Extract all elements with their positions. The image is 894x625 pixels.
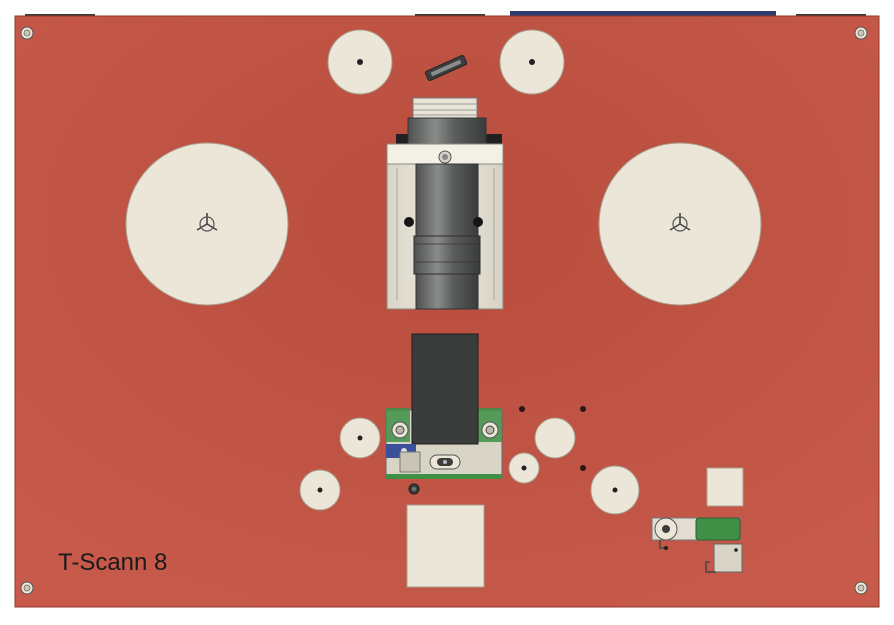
bottom-center-block — [406, 504, 485, 588]
mounting-hole-bottom-right — [854, 581, 868, 595]
film-gate-assembly — [385, 333, 503, 479]
roller-right-upper — [534, 417, 576, 459]
screw-below-gate — [408, 483, 420, 495]
mounting-hole-top-right — [854, 26, 868, 40]
board-label: T-Scann 8 — [58, 549, 168, 576]
mounting-holes — [20, 26, 868, 595]
roller-right-lower — [590, 465, 640, 515]
top-left-roller — [327, 29, 393, 95]
angled-sensor — [424, 55, 468, 81]
board-holes — [519, 406, 586, 471]
lens-assembly — [386, 97, 504, 310]
small-square-block — [706, 467, 744, 507]
right-film-reel — [598, 142, 762, 306]
motor-assembly — [651, 517, 743, 573]
roller-left-upper — [339, 417, 381, 459]
mounting-hole-bottom-left — [20, 581, 34, 595]
mounting-hole-top-left — [20, 26, 34, 40]
roller-left-lower — [299, 469, 341, 511]
left-film-reel — [125, 142, 289, 306]
roller-right-small — [508, 452, 540, 484]
top-right-roller — [499, 29, 565, 95]
